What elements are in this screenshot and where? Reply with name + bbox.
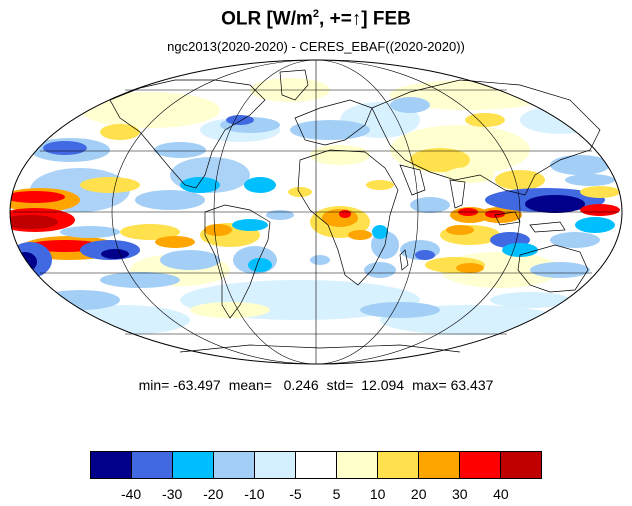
colorbar-segment [501,452,541,478]
colorbar-tick-label: 5 [332,486,341,502]
colorbar-tick-label: -30 [162,486,183,502]
colorbar-segment [91,452,132,478]
colorbar-tick-label: -5 [289,486,302,502]
stat-mean: mean= 0.246 [228,377,319,393]
stat-max: max= 63.437 [412,377,494,393]
colorbar-segment [296,452,337,478]
statistics-line: min= -63.497 mean= 0.246 std= 12.094 max= 6… [0,377,632,393]
colorbar [90,451,542,479]
colorbar-segment [255,452,296,478]
stat-min: min= -63.497 [138,377,221,393]
colorbar-segment [337,452,378,478]
colorbar-segment [132,452,173,478]
colorbar-segment [214,452,255,478]
colorbar-segment [419,452,460,478]
colorbar-tick-label: -20 [203,486,224,502]
colorbar-tick-label: 10 [369,486,386,502]
colorbar-segment [378,452,419,478]
colorbar-tick-label: -40 [120,486,142,502]
stat-std: std= 12.094 [326,377,405,393]
coastlines [109,69,601,353]
colorbar-labels: -40 -30 -20 -10 -5 5 10 20 30 40 [0,486,632,504]
colorbar-tick-label: 30 [452,486,468,502]
colorbar-segment [460,452,501,478]
colorbar-segment [173,452,214,478]
chart-subtitle: ngc2013(2020-2020) - CERES_EBAF((2020-20… [167,39,465,54]
chart-title: OLR [W/m2, +=↑] FEB [221,8,411,30]
map-outline [9,59,623,365]
colorbar-tick-label: 20 [410,486,427,502]
colorbar-tick-label: -10 [244,486,265,502]
colorbar-tick-label: 40 [493,486,509,502]
